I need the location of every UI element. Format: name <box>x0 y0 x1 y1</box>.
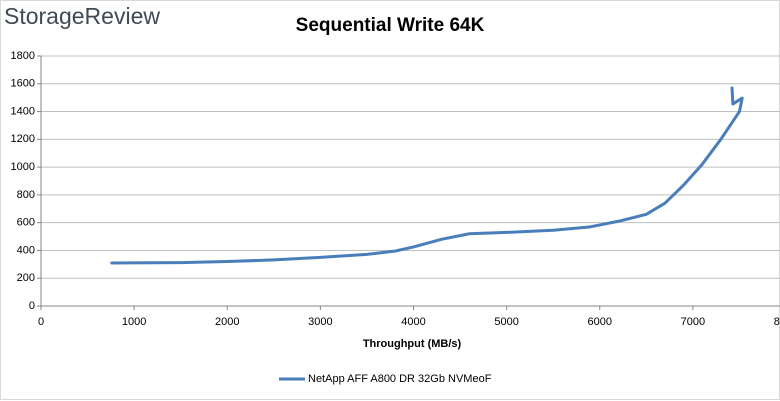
x-tick-label: 3000 <box>308 316 332 328</box>
y-tick-label: 1800 <box>11 50 35 62</box>
x-tick-label: 1000 <box>122 316 146 328</box>
y-tick-label: 1600 <box>11 78 35 90</box>
y-tick-label: 600 <box>17 217 35 229</box>
legend-label: NetApp AFF A800 DR 32Gb NVMeoF <box>308 373 492 385</box>
x-axis-label: Throughput (MB/s) <box>363 338 462 350</box>
y-tick-label: 400 <box>17 244 35 256</box>
y-tick-label: 200 <box>17 272 35 284</box>
x-tick-label: 4000 <box>401 316 425 328</box>
y-tick-label: 800 <box>17 189 35 201</box>
x-tick-label: 6000 <box>588 316 612 328</box>
y-tick-label: 1200 <box>11 133 35 145</box>
y-tick-label: 1000 <box>11 161 35 173</box>
y-tick-label: 0 <box>29 300 35 312</box>
x-tick-label: 2000 <box>215 316 239 328</box>
x-tick-label: 5000 <box>494 316 518 328</box>
x-tick-label: 0 <box>38 316 44 328</box>
data-line <box>110 86 744 265</box>
brand-logo: StorageReview <box>4 3 160 29</box>
y-tick-label: 1400 <box>11 105 35 117</box>
chart-title: Sequential Write 64K <box>296 15 485 36</box>
x-tick-label: 7000 <box>681 316 705 328</box>
